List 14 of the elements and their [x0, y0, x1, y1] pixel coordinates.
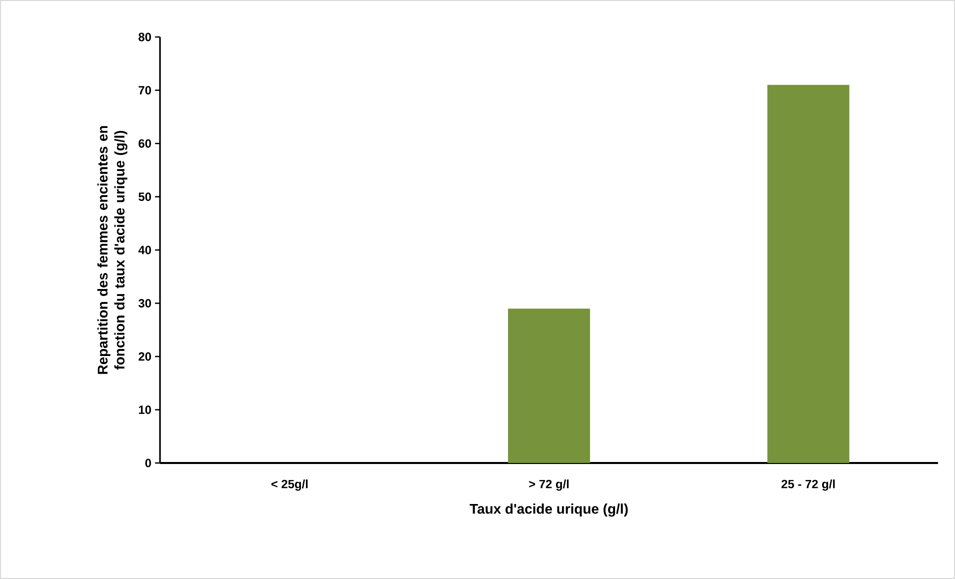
y-tick-label: 20 [138, 352, 151, 361]
y-tick-label: 0 [145, 458, 151, 468]
y-axis-title: Repartition des femmes encientes en fonction du taux d'acide urique (g/l) [97, 126, 128, 374]
x-tick-label: 25 - 72 g/l [782, 480, 835, 491]
y-tick-label: 50 [138, 192, 151, 201]
y-tick-label: 10 [138, 406, 151, 414]
x-axis-title: Taux d'acide urique (g/l) [470, 504, 628, 517]
x-tick-label: > 72 g/l [529, 480, 569, 491]
y-tick-label: 80 [138, 32, 151, 42]
y-tick-label: 30 [138, 299, 151, 308]
y-tick-label: 60 [138, 139, 151, 148]
x-tick-label: < 25g/l [271, 480, 308, 491]
y-tick-label: 70 [138, 86, 151, 94]
y-tick-label: 40 [138, 246, 151, 254]
